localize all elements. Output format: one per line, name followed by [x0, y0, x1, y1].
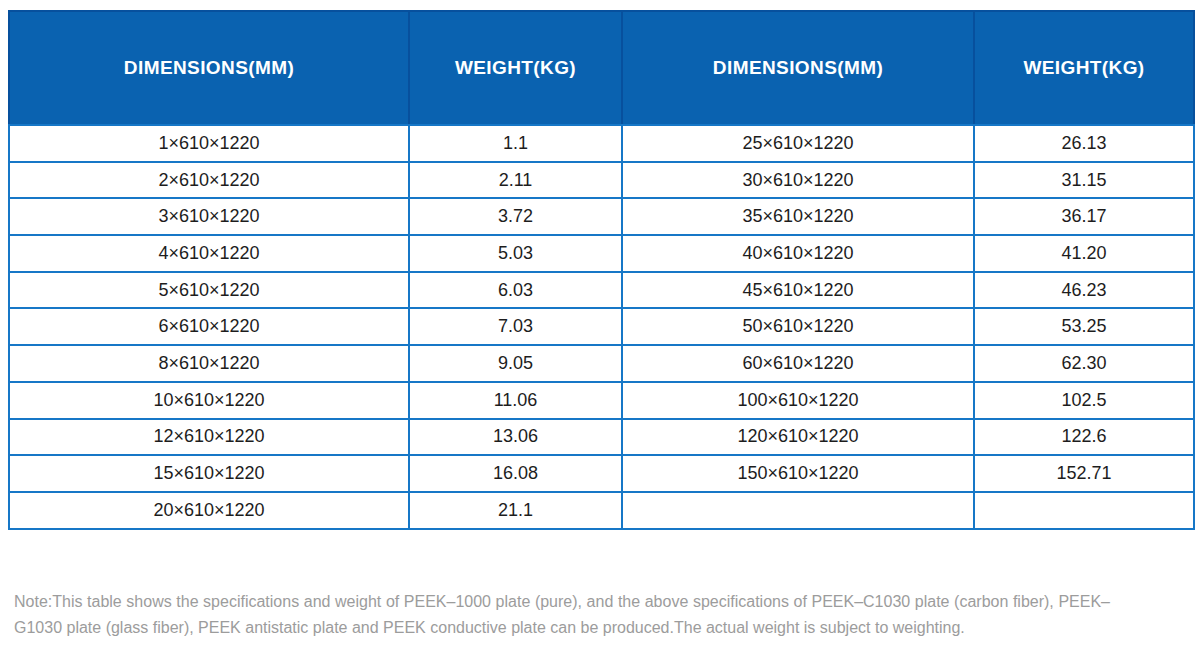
dimensions-cell: 100×610×1220: [622, 382, 974, 419]
dimensions-cell: 150×610×1220: [622, 455, 974, 492]
weight-cell: 9.05: [409, 345, 622, 382]
header-row: DIMENSIONS(MM) WEIGHT(KG) DIMENSIONS(MM)…: [9, 11, 1194, 125]
dimensions-cell: 20×610×1220: [9, 492, 409, 529]
weight-cell: 152.71: [974, 455, 1194, 492]
table-row: 6×610×12207.0350×610×122053.25: [9, 308, 1194, 345]
dimensions-cell: 15×610×1220: [9, 455, 409, 492]
dimensions-cell: 5×610×1220: [9, 272, 409, 309]
weight-cell: 53.25: [974, 308, 1194, 345]
dimensions-cell: 40×610×1220: [622, 235, 974, 272]
dimensions-cell: 10×610×1220: [9, 382, 409, 419]
dimensions-cell: 45×610×1220: [622, 272, 974, 309]
weight-cell: 5.03: [409, 235, 622, 272]
dimensions-cell: 2×610×1220: [9, 162, 409, 199]
dimensions-cell: 3×610×1220: [9, 198, 409, 235]
page: DIMENSIONS(MM) WEIGHT(KG) DIMENSIONS(MM)…: [0, 0, 1200, 648]
dimensions-cell: 30×610×1220: [622, 162, 974, 199]
weight-cell: 36.17: [974, 198, 1194, 235]
table-row: 1×610×12201.125×610×122026.13: [9, 125, 1194, 162]
dimensions-cell: 1×610×1220: [9, 125, 409, 162]
dimensions-cell: 35×610×1220: [622, 198, 974, 235]
weight-cell: 1.1: [409, 125, 622, 162]
spec-table-header: DIMENSIONS(MM) WEIGHT(KG) DIMENSIONS(MM)…: [9, 11, 1194, 125]
dimensions-cell: 4×610×1220: [9, 235, 409, 272]
column-header-dimensions-right: DIMENSIONS(MM): [622, 11, 974, 125]
weight-cell: 46.23: [974, 272, 1194, 309]
dimensions-cell: 25×610×1220: [622, 125, 974, 162]
note-text: Note:This table shows the specifications…: [14, 589, 1110, 641]
dimensions-cell: 8×610×1220: [9, 345, 409, 382]
weight-cell: 102.5: [974, 382, 1194, 419]
weight-cell: 13.06: [409, 419, 622, 456]
weight-cell: [974, 492, 1194, 529]
table-row: 20×610×122021.1: [9, 492, 1194, 529]
weight-cell: 11.06: [409, 382, 622, 419]
column-header-weight-left: WEIGHT(KG): [409, 11, 622, 125]
dimensions-cell: 120×610×1220: [622, 419, 974, 456]
table-row: 10×610×122011.06100×610×1220102.5: [9, 382, 1194, 419]
dimensions-cell: 12×610×1220: [9, 419, 409, 456]
table-row: 2×610×12202.1130×610×122031.15: [9, 162, 1194, 199]
dimensions-cell: 6×610×1220: [9, 308, 409, 345]
weight-cell: 16.08: [409, 455, 622, 492]
weight-cell: 7.03: [409, 308, 622, 345]
spec-table: DIMENSIONS(MM) WEIGHT(KG) DIMENSIONS(MM)…: [8, 10, 1195, 530]
weight-cell: 3.72: [409, 198, 622, 235]
table-row: 15×610×122016.08150×610×1220152.71: [9, 455, 1194, 492]
dimensions-cell: 60×610×1220: [622, 345, 974, 382]
weight-cell: 6.03: [409, 272, 622, 309]
table-row: 8×610×12209.0560×610×122062.30: [9, 345, 1194, 382]
column-header-dimensions-left: DIMENSIONS(MM): [9, 11, 409, 125]
weight-cell: 31.15: [974, 162, 1194, 199]
dimensions-cell: 50×610×1220: [622, 308, 974, 345]
weight-cell: 26.13: [974, 125, 1194, 162]
table-row: 12×610×122013.06120×610×1220122.6: [9, 419, 1194, 456]
weight-cell: 21.1: [409, 492, 622, 529]
weight-cell: 41.20: [974, 235, 1194, 272]
weight-cell: 2.11: [409, 162, 622, 199]
weight-cell: 122.6: [974, 419, 1194, 456]
dimensions-cell: [622, 492, 974, 529]
table-row: 4×610×12205.0340×610×122041.20: [9, 235, 1194, 272]
table-row: 5×610×12206.0345×610×122046.23: [9, 272, 1194, 309]
spec-table-body: 1×610×12201.125×610×122026.132×610×12202…: [9, 125, 1194, 529]
weight-cell: 62.30: [974, 345, 1194, 382]
table-row: 3×610×12203.7235×610×122036.17: [9, 198, 1194, 235]
column-header-weight-right: WEIGHT(KG): [974, 11, 1194, 125]
